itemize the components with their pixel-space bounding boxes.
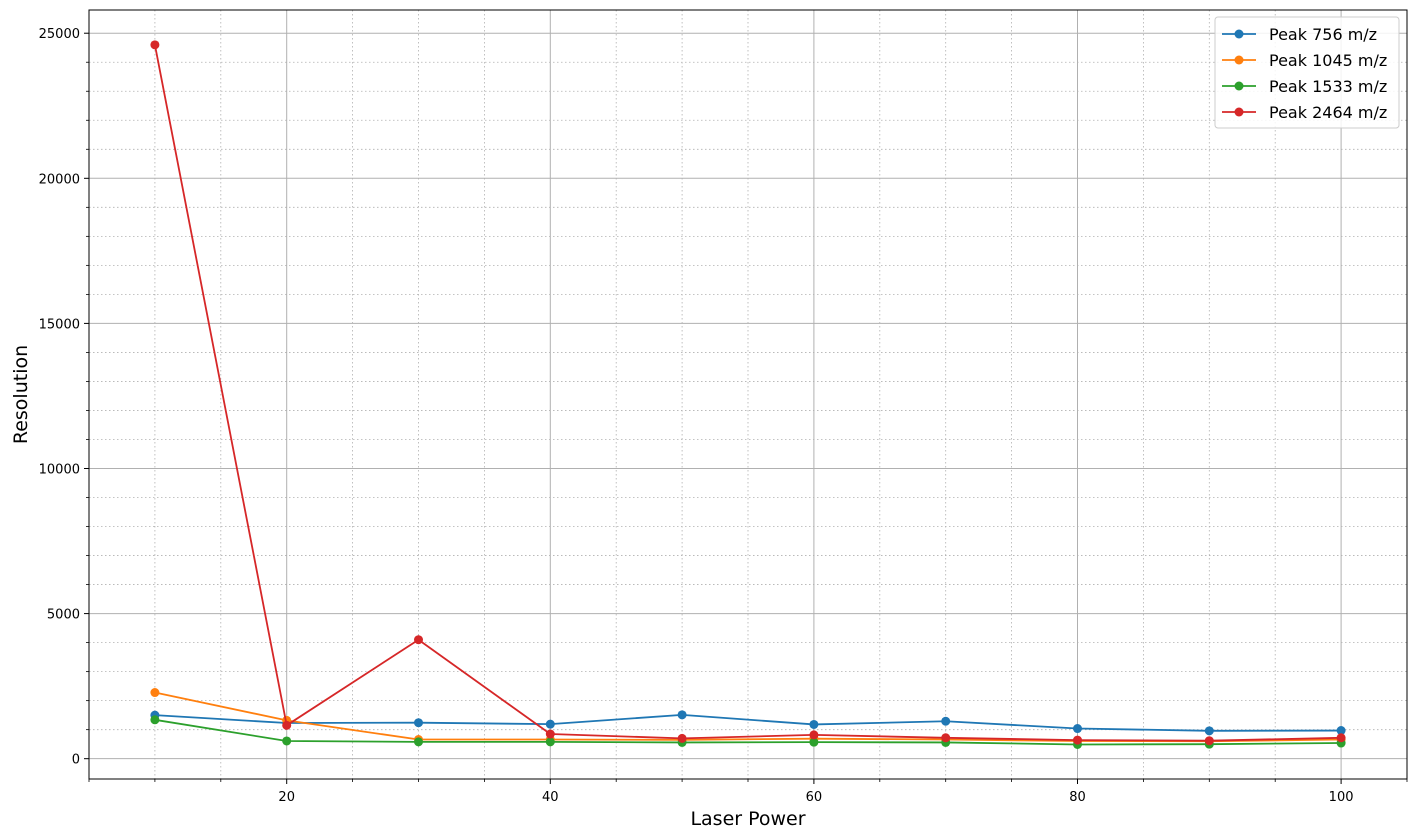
series-line: [154, 718, 1342, 746]
x-tick-label: 60: [806, 790, 823, 805]
major-grid: [89, 10, 1407, 779]
data-point: [677, 710, 687, 720]
data-point: [545, 729, 555, 739]
data-point: [414, 737, 423, 747]
data-point: [1336, 726, 1346, 736]
series-line: [154, 691, 1342, 743]
y-tick-label: 10000: [39, 462, 80, 477]
y-axis-label: Resolution: [10, 345, 32, 444]
legend-marker: [1234, 55, 1244, 65]
y-tick-label: 15000: [39, 317, 80, 332]
y-tick-label: 5000: [47, 608, 80, 623]
data-point: [414, 635, 423, 645]
legend-label: Peak 1045 m/z: [1269, 51, 1387, 70]
legend-marker: [1234, 81, 1244, 91]
data-point: [1073, 724, 1082, 734]
x-tick-label: 20: [278, 790, 295, 805]
data-point: [1073, 735, 1082, 745]
data-point: [150, 715, 160, 725]
legend: Peak 756 m/z Peak 1045 m/z Peak 1533 m/z Pe…: [1214, 16, 1400, 129]
x-tick-label: 80: [1069, 790, 1086, 805]
data-point: [809, 737, 819, 747]
legend-label: Peak 756 m/z: [1269, 25, 1377, 44]
y-tick-label: 0: [72, 753, 80, 768]
legend-box: [1214, 16, 1400, 129]
legend-marker: [1234, 107, 1244, 117]
series-line: [154, 713, 1342, 732]
legend-marker: [1234, 29, 1244, 39]
data-point: [545, 719, 555, 729]
data-point: [941, 716, 951, 726]
series-group: [150, 40, 1346, 746]
axis-ticks: 20 40 60 80 100 0 5000 10000 15000 20000 25000: [39, 27, 1408, 805]
series-line: [154, 44, 1342, 742]
data-point: [414, 718, 423, 728]
series-layer: [150, 40, 1346, 749]
data-point: [1204, 726, 1214, 736]
data-point: [809, 719, 819, 729]
data-point: [809, 730, 819, 740]
legend-label: Peak 1533 m/z: [1269, 77, 1387, 96]
data-point: [150, 40, 160, 50]
data-point: [1204, 736, 1214, 746]
x-axis-label: Laser Power: [690, 808, 805, 830]
x-tick-label: 40: [542, 790, 559, 805]
x-tick-label: 100: [1329, 790, 1354, 805]
data-point: [677, 733, 687, 743]
data-point: [150, 688, 160, 698]
legend-label: Peak 2464 m/z: [1269, 103, 1387, 122]
data-point: [941, 733, 951, 743]
minor-grid: [88, 10, 1408, 779]
y-tick-label: 20000: [39, 172, 80, 187]
data-point: [545, 737, 555, 747]
data-point: [1336, 733, 1346, 743]
data-point: [282, 736, 292, 746]
y-tick-label: 25000: [39, 27, 80, 42]
data-point: [282, 720, 292, 730]
